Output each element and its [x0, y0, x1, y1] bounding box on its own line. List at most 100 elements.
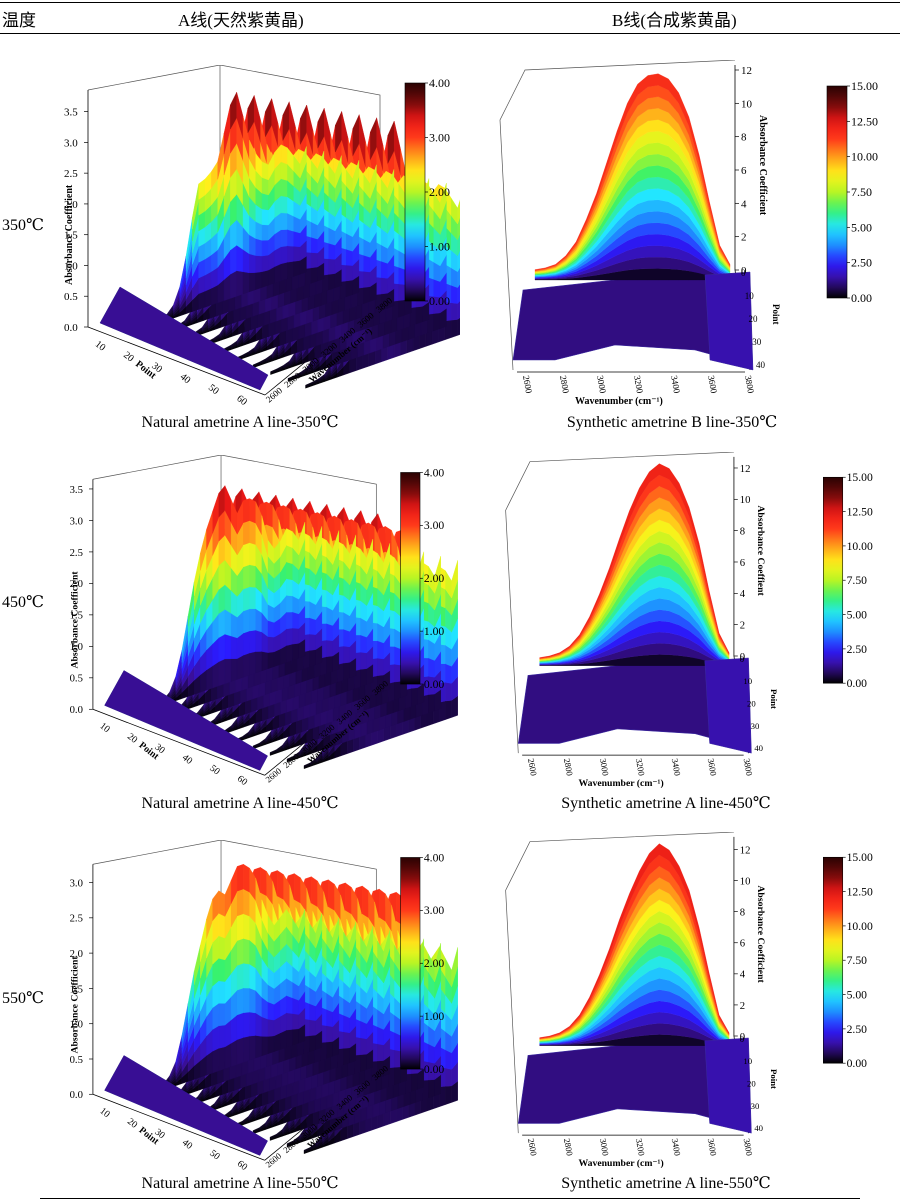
colorbar-tick-label: 1.00 — [429, 240, 450, 254]
z-axis-label: Absorbance Coefficient — [64, 184, 75, 285]
surface-patch — [243, 630, 250, 656]
surface-patch — [387, 169, 395, 204]
surface-patch — [243, 608, 250, 634]
surface-patch — [411, 687, 418, 707]
surface-patch — [366, 539, 374, 575]
x-tick-label: 60 — [235, 773, 250, 785]
surface-patch — [457, 250, 460, 273]
surface-tail — [704, 657, 752, 754]
surface-patch — [379, 888, 386, 922]
z-tick-label: 0.0 — [70, 704, 83, 716]
surface-patch — [311, 237, 318, 254]
surface-patch — [243, 498, 250, 524]
y-tick-label: 40 — [756, 360, 766, 370]
y-tick-label: 30 — [751, 721, 760, 731]
colorbar-tick-label: 7.50 — [847, 574, 868, 587]
colorbar-tick-label: 0.00 — [851, 291, 872, 305]
surface-patch — [360, 668, 367, 687]
colorbar-tick-label: 3.00 — [429, 131, 450, 145]
surface-patch — [230, 270, 237, 299]
header-rule — [0, 33, 900, 34]
surface-patch — [311, 252, 318, 269]
back-wall — [499, 60, 736, 371]
z-tick-label: 3.5 — [70, 484, 83, 496]
surface-front-ribbon — [99, 286, 269, 391]
surface-patch — [280, 229, 288, 248]
surface-patch — [218, 633, 226, 663]
x-tick-label: 3800 — [742, 758, 755, 778]
surface-patch — [287, 261, 294, 279]
x-axis — [92, 708, 265, 776]
surface-patch — [198, 290, 206, 310]
surface-patch — [267, 651, 275, 669]
bottom-rule — [40, 1198, 860, 1199]
colorbar — [404, 82, 426, 302]
surface-patch — [352, 160, 360, 194]
surface-patch — [326, 623, 333, 641]
surface-patch — [243, 520, 250, 546]
surface-patch — [249, 498, 256, 524]
surface-patch — [292, 643, 299, 661]
surface-patch — [309, 649, 316, 668]
row-temperature-350: 350℃ — [2, 217, 44, 234]
surface-patch — [230, 612, 238, 639]
surface-patch — [286, 643, 293, 663]
surface-patch — [261, 269, 269, 288]
surface-patch — [328, 273, 336, 291]
surface-patch — [255, 221, 263, 241]
z-tick-label: 4 — [741, 198, 747, 210]
surface-patch — [360, 634, 367, 654]
colorbar — [823, 476, 844, 684]
x-tick-label: 20 — [125, 731, 140, 746]
surface-patch — [394, 646, 401, 666]
surface-patch — [255, 651, 263, 674]
x-tick-label: 40 — [180, 752, 195, 767]
surface-patch — [286, 611, 293, 630]
surface-patch — [445, 1067, 452, 1087]
surface-patch — [334, 155, 342, 189]
surface-patch — [309, 617, 316, 635]
surface-patch — [398, 283, 406, 301]
surface-patch — [326, 655, 333, 674]
colorbar-tick-label: 4.00 — [429, 76, 450, 90]
surface-patch — [428, 693, 435, 714]
surface-patch — [457, 267, 460, 289]
x-tick-label: 3600 — [706, 758, 719, 778]
surface-patch — [293, 231, 301, 247]
y-tick-label: 30 — [752, 337, 762, 347]
surface-patch — [457, 317, 460, 336]
surface-patch — [445, 1085, 452, 1105]
y-tick-label: 20 — [749, 314, 759, 324]
y-tick-label: 40 — [754, 743, 763, 753]
surface-patch — [243, 586, 250, 612]
surface-patch — [249, 253, 256, 274]
z-tick-label: 2 — [741, 232, 747, 244]
surface-patch — [428, 1043, 435, 1064]
column-header-b-line: B线(合成紫黄晶) — [612, 11, 737, 30]
colorbar-tick-label: 7.50 — [851, 185, 872, 199]
surface-patch — [280, 212, 288, 231]
surface-patch — [345, 882, 352, 915]
surface-patch — [349, 534, 357, 570]
surface-patch — [224, 633, 232, 660]
row-temperature-450: 450℃ — [2, 594, 44, 611]
colorbar-tick-label: 2.00 — [429, 185, 450, 199]
surface-patch — [261, 224, 269, 241]
surface-patch — [255, 271, 263, 290]
surface-patch — [343, 662, 350, 681]
colorbar-tick-label: 15.00 — [847, 471, 873, 484]
surface-patch — [249, 564, 256, 588]
z-axis-label: Absorbance Coeffient — [755, 505, 766, 596]
top-rule — [0, 2, 900, 3]
surface-patch — [249, 520, 256, 545]
z-tick-label: 6 — [741, 165, 747, 177]
surface-patch — [363, 271, 371, 288]
surface-patch — [266, 501, 273, 528]
surface-patch — [457, 233, 460, 256]
surface-patch — [267, 636, 275, 653]
surface-band — [534, 73, 731, 271]
surface-patch — [261, 192, 269, 211]
surface-patch — [286, 544, 293, 565]
surface-patch — [249, 272, 256, 293]
